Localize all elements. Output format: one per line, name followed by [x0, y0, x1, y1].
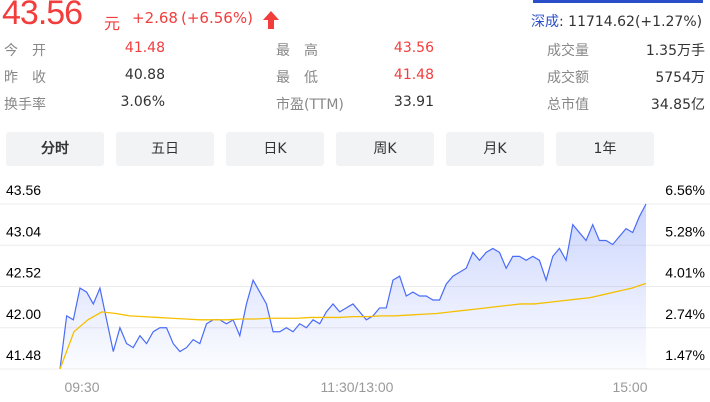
- y2-tick-label: 2.74%: [665, 306, 705, 322]
- x-tick-label: 09:30: [64, 379, 99, 395]
- y2-tick-label: 5.28%: [665, 223, 705, 239]
- average-line: [59, 282, 647, 370]
- y2-tick-label: 6.56%: [665, 182, 705, 198]
- price-change-pct: (+6.56%): [181, 9, 253, 27]
- y-tick-label: 42.00: [6, 306, 41, 322]
- stat-value: 41.48: [124, 40, 165, 56]
- stat-value: 33.91: [393, 94, 434, 110]
- stat-label: 总市值: [547, 97, 589, 113]
- x-tick-label: 11:30/13:00: [321, 379, 394, 395]
- stat-label: 昨 收: [4, 70, 46, 86]
- x-tick-label: 15:00: [612, 379, 647, 395]
- tab-5[interactable]: 1年: [556, 132, 654, 166]
- y2-tick-label: 1.47%: [665, 347, 705, 363]
- current-price: 43.56: [2, 0, 83, 32]
- stat-label: 最 高: [276, 43, 318, 59]
- tab-3[interactable]: 周K: [336, 132, 434, 166]
- arrow-up-icon: [263, 11, 279, 29]
- index-name: 深成: [531, 14, 559, 30]
- y-tick-label: 43.56: [6, 182, 41, 198]
- stat-value: 41.48: [393, 67, 434, 83]
- index-header-strip: [533, 0, 703, 3]
- stat-value: 40.88: [124, 67, 165, 83]
- stat-value: 3.06%: [120, 94, 165, 110]
- stat-value: 1.35万手: [645, 43, 705, 59]
- stat-value: 43.56: [393, 40, 434, 56]
- stat-value: 34.85亿: [650, 97, 705, 113]
- tab-4[interactable]: 月K: [446, 132, 544, 166]
- stat-value: 5754万: [655, 70, 705, 86]
- stat-label: 市盈(TTM): [276, 97, 344, 113]
- stat-label: 最 低: [276, 70, 318, 86]
- price-change: +2.68: [132, 9, 178, 27]
- index-value: : 11714.62(+1.27%): [559, 14, 703, 30]
- stat-label: 换手率: [4, 97, 46, 113]
- price-area: [60, 204, 646, 369]
- price-unit: 元: [104, 14, 121, 33]
- intraday-chart: 43.56 6.56% 43.04 5.28% 42.52 4.01% 42.00 2.74%…: [0, 182, 710, 395]
- stat-label: 今 开: [4, 43, 46, 59]
- y2-tick-label: 4.01%: [665, 265, 705, 281]
- stat-label: 成交额: [547, 70, 589, 86]
- tab-0[interactable]: 分时: [6, 132, 104, 166]
- tab-1[interactable]: 五日: [116, 132, 214, 166]
- index-quote[interactable]: 深成: 11714.62(+1.27%): [531, 11, 702, 31]
- y-tick-label: 43.04: [6, 223, 41, 239]
- stat-label: 成交量: [547, 43, 589, 59]
- y-tick-label: 41.48: [6, 347, 41, 363]
- tab-2[interactable]: 日K: [226, 132, 324, 166]
- y-tick-label: 42.52: [6, 265, 41, 281]
- price-line: [59, 203, 647, 370]
